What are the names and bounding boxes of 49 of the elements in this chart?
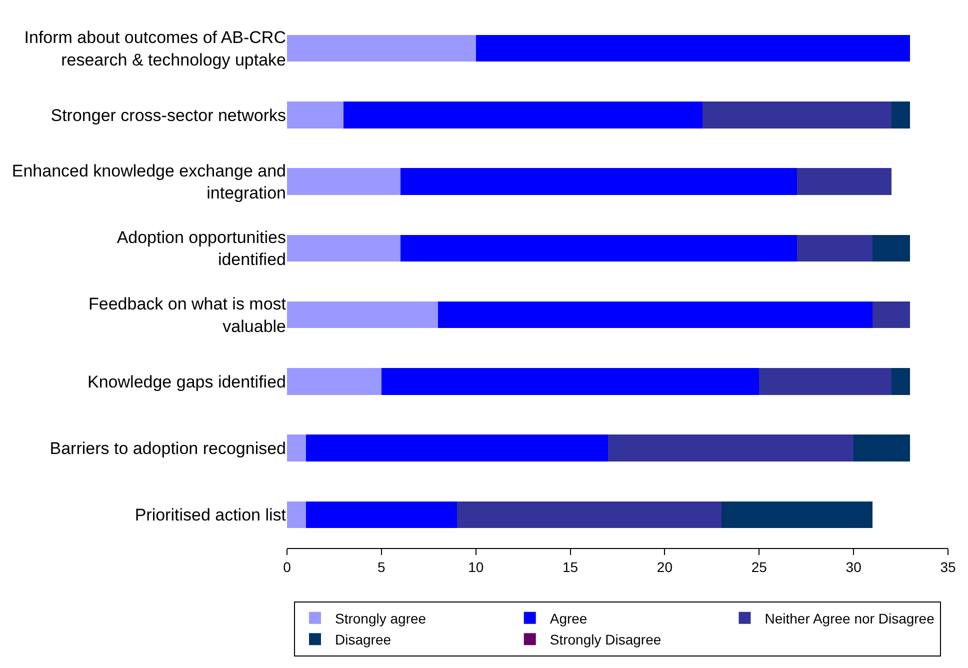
bar — [872, 234, 910, 262]
y-tick-label: Barriers to adoption recognised — [50, 439, 286, 458]
bar — [702, 102, 892, 128]
bar — [872, 301, 910, 328]
bar — [721, 501, 872, 528]
y-tick-label: Inform about outcomes of AB-CRC research & technology uptake — [24, 28, 286, 70]
bar — [287, 301, 438, 328]
bar — [759, 368, 892, 395]
x-tick-label: 35 — [940, 558, 956, 575]
y-tick-label: Enhanced knowledge exchange and integration — [12, 161, 286, 203]
x-tick-label: 30 — [846, 558, 862, 575]
bar — [438, 301, 872, 328]
bar — [456, 501, 722, 528]
bar — [344, 102, 702, 128]
y-tick-label: Feedback on what is most valuable — [88, 294, 286, 336]
legend-label: Strongly agree — [335, 610, 426, 626]
bar — [287, 168, 400, 195]
x-tick-label: 10 — [468, 558, 484, 575]
bar — [891, 102, 910, 128]
bar — [854, 434, 910, 462]
bar — [891, 368, 910, 395]
x-tick-label: 20 — [656, 558, 673, 575]
y-tick-label: Stronger cross-sector networks — [50, 106, 286, 125]
bar — [476, 34, 910, 62]
y-tick-label: Prioritised action list — [134, 506, 286, 525]
legend-label: Strongly Disagree — [550, 632, 662, 648]
bar — [381, 368, 760, 395]
bar — [287, 34, 476, 62]
bar — [796, 168, 892, 195]
x-tick-label: 15 — [562, 558, 578, 575]
legend-label: Disagree — [335, 632, 392, 648]
bar — [287, 434, 306, 462]
bar — [796, 234, 872, 262]
bar — [608, 434, 854, 462]
x-tick-label: 5 — [378, 558, 386, 575]
bar — [287, 368, 382, 395]
bar — [287, 501, 306, 528]
x-tick-label: 25 — [751, 558, 768, 575]
bar — [306, 501, 457, 528]
y-tick-label: Adoption opportunities identified — [116, 228, 286, 270]
legend-label: Neither Agree nor Disagree — [764, 610, 935, 626]
bar — [306, 434, 608, 462]
bar — [287, 102, 344, 128]
x-tick-label: 0 — [283, 558, 292, 575]
bar — [287, 234, 400, 262]
bar — [400, 234, 797, 262]
y-tick-label: Knowledge gaps identified — [88, 372, 286, 392]
bar — [400, 168, 797, 195]
legend-label: Agree — [550, 610, 588, 626]
